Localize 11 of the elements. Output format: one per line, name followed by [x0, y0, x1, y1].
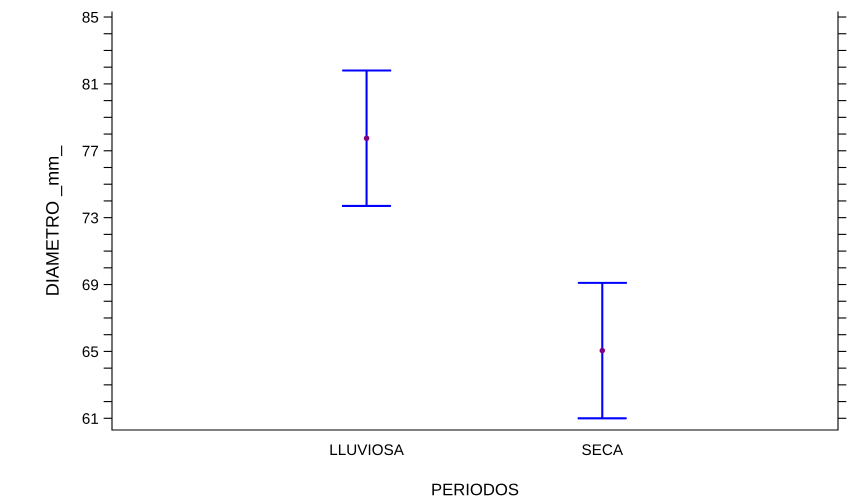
y-tick-label: 73: [82, 212, 98, 224]
y-tick-label: 77: [82, 146, 98, 156]
y-axis-title: DIAMETRO _mm_: [46, 146, 62, 295]
y-tick-label: 65: [82, 346, 98, 358]
x-tick-label: SECA: [582, 444, 624, 456]
y-tick-label: 69: [82, 279, 98, 290]
y-tick-label: 85: [82, 12, 98, 23]
x-axis-title: PERIODOS: [432, 484, 518, 496]
y-tick-label: 81: [82, 78, 98, 90]
x-tick-label: LLUVIOSA: [330, 444, 404, 456]
y-tick-label: 61: [82, 413, 98, 424]
